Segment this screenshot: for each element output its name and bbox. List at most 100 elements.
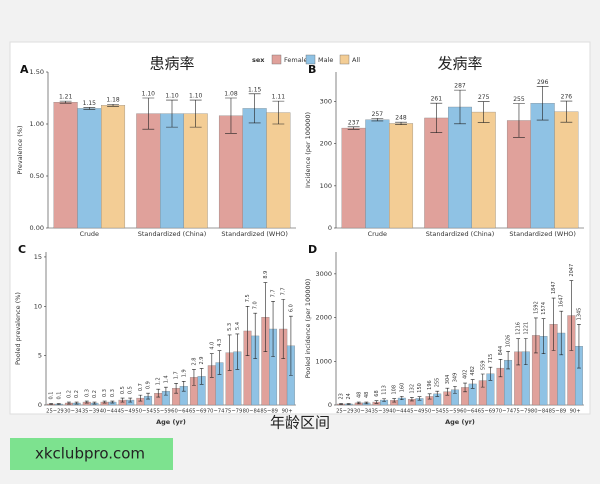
error-bar <box>288 315 293 376</box>
legend-label: Male <box>318 56 333 64</box>
value-label: 287 <box>454 83 466 90</box>
value-label: 304 <box>445 375 451 385</box>
error-bar <box>59 100 72 104</box>
x-tick-label: 50~54 <box>135 409 153 415</box>
value-label: 248 <box>395 115 407 122</box>
error-bar <box>142 97 155 130</box>
error-bar <box>120 397 125 403</box>
value-label: 844 <box>498 346 504 356</box>
x-tick-label: 90+ <box>282 409 293 415</box>
y-tick-label: 0.50 <box>30 172 44 180</box>
value-label: 1592 <box>533 301 539 314</box>
x-tick-label: 35~39 <box>82 409 100 415</box>
x-tick-label: 65~69 <box>189 409 207 415</box>
value-label: 1345 <box>576 308 582 321</box>
error-bar <box>534 317 538 354</box>
error-bar <box>430 102 443 134</box>
value-label: 160 <box>399 383 405 393</box>
error-bar <box>281 299 286 359</box>
error-bar <box>417 396 422 401</box>
y-tick-label: 0 <box>328 224 332 232</box>
error-bar <box>248 93 261 124</box>
error-bar <box>395 121 407 126</box>
x-tick-label: Crude <box>80 230 99 238</box>
error-bar <box>477 101 490 123</box>
error-bar <box>356 401 361 405</box>
error-bar <box>410 397 414 402</box>
error-bar <box>49 403 54 405</box>
error-bar <box>199 368 204 385</box>
y-tick-label: 2000 <box>315 314 332 322</box>
error-bar <box>174 382 179 394</box>
bar <box>389 123 414 229</box>
bar <box>242 108 267 229</box>
value-label: 276 <box>561 94 573 101</box>
value-label: 1.10 <box>189 93 203 100</box>
y-tick-label: 200 <box>320 140 332 148</box>
panel-label: D <box>308 243 317 256</box>
value-label: 1574 <box>541 302 547 315</box>
value-label: 0.3 <box>102 389 108 397</box>
value-label: 48 <box>364 392 370 398</box>
error-bar <box>371 118 384 122</box>
y-tick-label: 15 <box>34 253 42 261</box>
value-label: 0.2 <box>74 390 80 398</box>
bar <box>136 113 161 229</box>
value-label: 237 <box>348 119 360 126</box>
error-bar <box>92 401 97 405</box>
legend-swatch <box>271 54 282 65</box>
value-label: 1.9 <box>181 369 187 377</box>
value-label: 255 <box>435 378 441 388</box>
value-label: 1026 <box>506 335 512 348</box>
value-label: 4.3 <box>217 339 223 347</box>
error-bar <box>245 305 250 356</box>
error-bar <box>146 392 150 400</box>
error-bar <box>84 400 89 404</box>
error-bar <box>392 398 397 403</box>
bar <box>341 127 366 229</box>
value-label: 482 <box>470 366 476 376</box>
bar <box>530 103 555 229</box>
error-bar <box>156 388 161 398</box>
error-bar <box>235 333 240 370</box>
error-bar <box>364 401 369 405</box>
error-bar <box>74 401 79 405</box>
x-tick-label: 75~79 <box>513 409 531 415</box>
value-label: 113 <box>382 385 388 395</box>
error-bar <box>253 312 258 359</box>
watermark: xkclubpro.com <box>35 445 145 463</box>
error-bar <box>488 366 493 381</box>
bar <box>266 112 291 229</box>
bar <box>424 117 449 229</box>
error-bar <box>225 97 237 134</box>
value-label: 2047 <box>569 264 575 277</box>
panel-title: 发病率 <box>437 55 482 73</box>
x-tick-label: 85~89 <box>549 409 567 415</box>
x-tick-label: 30~34 <box>354 409 372 415</box>
error-bar <box>523 338 528 366</box>
panel-title: 患病率 <box>149 55 194 73</box>
x-tick-label: Standardized (WHO) <box>221 230 287 238</box>
error-bar <box>263 282 268 352</box>
value-label: 5.3 <box>227 323 233 331</box>
value-label: 1.4 <box>163 375 169 383</box>
error-bar <box>181 381 186 392</box>
value-label: 1.18 <box>106 97 120 104</box>
error-bar <box>498 359 503 378</box>
y-tick-label: 1.00 <box>30 120 44 128</box>
y-axis-label: Incidence (per 100000) <box>304 112 312 188</box>
error-bar <box>560 100 573 123</box>
error-bar <box>445 387 450 396</box>
panel-label: A <box>20 63 29 76</box>
value-label: 5.4 <box>235 322 241 330</box>
value-label: 2.9 <box>199 357 205 365</box>
x-tick-label: 70~74 <box>207 409 225 415</box>
x-tick-label: 85~89 <box>260 409 278 415</box>
x-tick-label: 25~29 <box>46 409 64 415</box>
value-label: 1.15 <box>248 86 262 93</box>
value-label: 261 <box>431 96 443 103</box>
x-axis-label: Age (yr) <box>445 418 475 426</box>
error-bar <box>577 324 581 369</box>
